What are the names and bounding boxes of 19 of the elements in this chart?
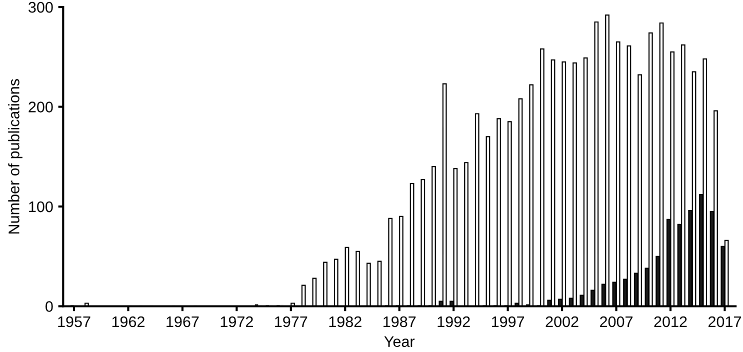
x-tick-label: 2012	[654, 316, 687, 328]
x-tick-label: 2007	[600, 316, 632, 328]
y-tick-label: 300	[28, 2, 53, 13]
x-tick-label: 2002	[546, 316, 578, 328]
x-tick-label: 1992	[438, 316, 470, 328]
y-tick-label: 0	[46, 301, 53, 312]
x-tick-label: 1957	[58, 316, 90, 328]
x-tick-label: 1962	[112, 316, 144, 328]
x-tick-label: 1977	[275, 316, 308, 328]
x-tick-label: 1972	[220, 316, 253, 328]
x-tick-label: 1987	[384, 316, 416, 328]
x-tick-label: 1997	[492, 316, 524, 328]
y-tick-label: 200	[28, 102, 53, 112]
x-tick-label: 1982	[329, 316, 362, 328]
x-tick-label: 2017	[708, 316, 741, 328]
y-tick-label: 100	[29, 201, 53, 212]
y-axis-title: Number of publications	[8, 79, 22, 234]
x-tick-label: 1967	[166, 316, 199, 328]
x-axis-title: Year	[384, 336, 415, 347]
